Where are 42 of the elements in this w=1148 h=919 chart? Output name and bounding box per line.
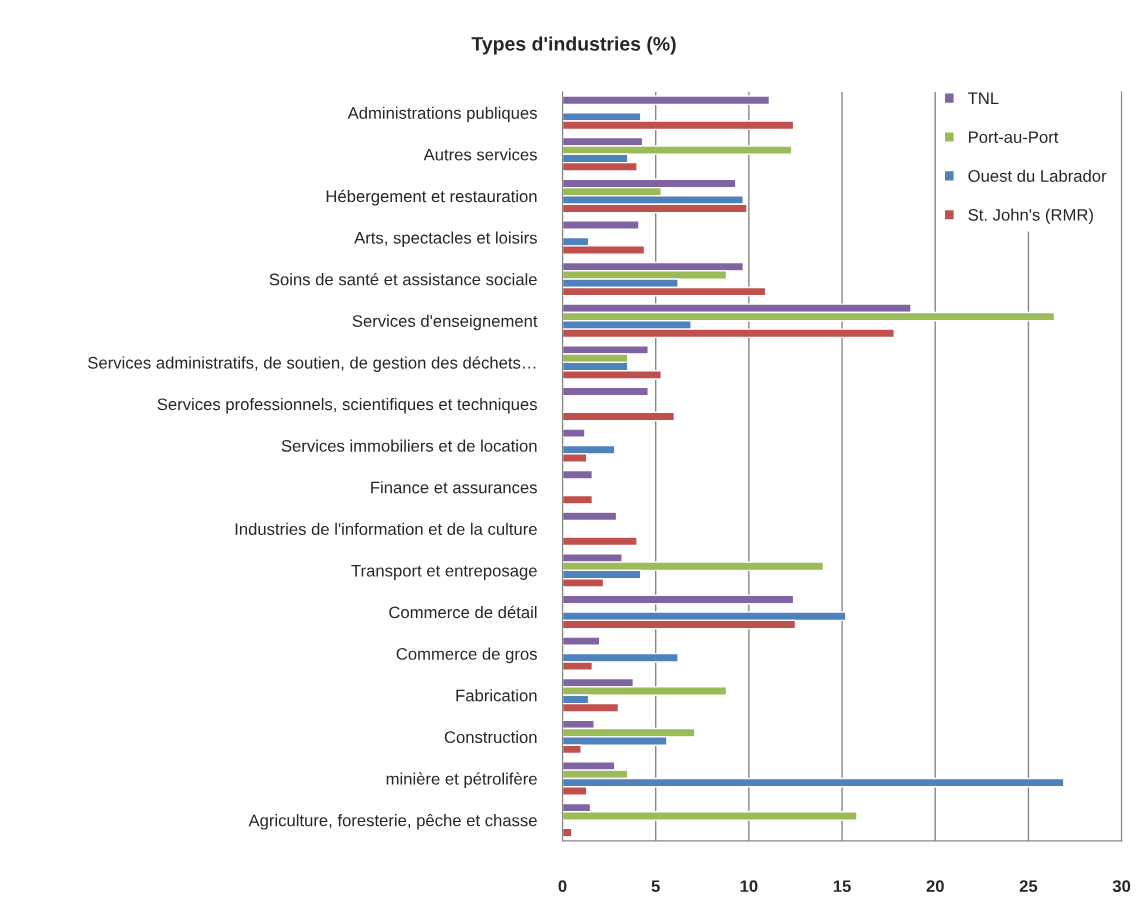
x-tick-label: 15 [833,880,851,893]
bar [562,827,573,838]
bar [562,469,594,480]
y-tick-label: Services administratifs, de soutien, de gestion des déchets… [88,356,536,372]
y-tick-label: Transport et entreposage [351,564,537,580]
y-tick-label: Services immobiliers et de location [281,439,537,452]
x-tick-label: 25 [1019,880,1038,893]
y-tick-label: Commerce de gros [396,647,537,664]
bar [562,428,586,438]
y-tick-label: Services professionnels, scientifiques et techniques [157,397,537,414]
y-tick-label: Autres services [423,148,537,161]
x-tick-label: 30 [1112,880,1131,893]
legend-label: Port-au-Port [968,131,1059,144]
bar [562,411,676,422]
y-tick-label: Soins de santé et assistance sociale [269,272,537,286]
legend-label: Ouest du Labrador [968,169,1107,182]
bar [562,95,771,106]
x-tick-label: 5 [651,880,660,893]
y-tick-label: Commerce de détail [389,605,537,619]
legend-label: St. John's (RMR) [968,208,1093,225]
bar [562,511,618,522]
bar [562,386,649,397]
y-tick-label: Administrations publiques [347,106,537,123]
y-tick-label: Arts, spectacles et loisirs [354,231,537,248]
y-tick-label: Industries de l'information et de la culture [235,522,537,536]
y-tick-label: Construction [444,730,537,744]
y-tick-label: Finance et assurances [371,481,537,494]
bar [562,494,594,505]
y-tick-label: minière et pétrolifère [386,772,537,789]
x-tick-label: 10 [740,880,758,893]
y-tick-label: Agriculture, foresterie, pêche et chasse [248,814,537,830]
bar [562,594,795,605]
x-tick-label: 20 [926,880,944,893]
x-tick-label: 0 [558,880,567,893]
y-tick-label: Hébergement et restauration [326,189,537,206]
chart-title: Types d'industries (%) [471,36,676,55]
y-tick-label: Fabrication [456,689,537,702]
legend-label: TNL [968,92,999,104]
y-tick-label: Services d'enseignement [352,314,538,331]
bar [562,636,601,647]
bar [562,220,640,230]
bar [562,536,638,547]
